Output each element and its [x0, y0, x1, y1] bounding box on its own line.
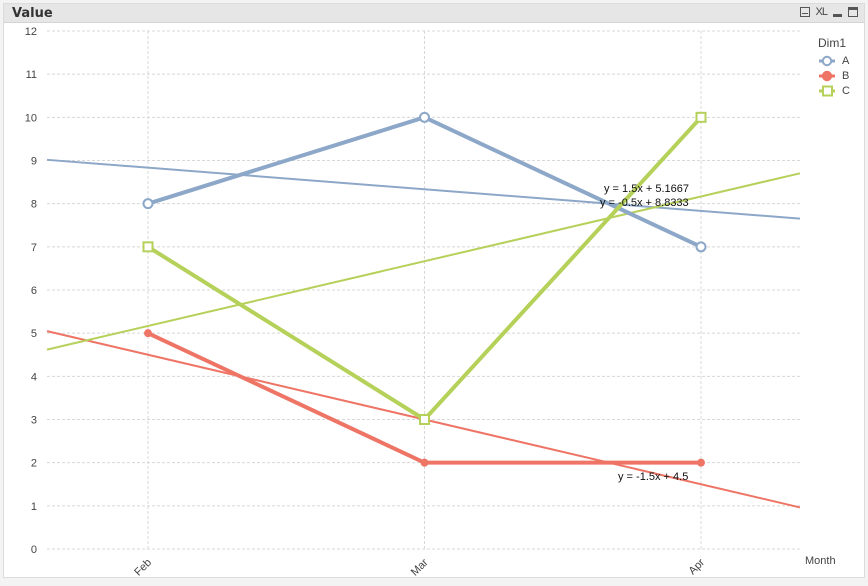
trendline-equation-label: y = -0.5x + 8.8333 — [600, 197, 689, 209]
legend-item-b[interactable]: B — [818, 68, 850, 83]
y-tick-label: 9 — [31, 156, 37, 168]
circle-marker-icon — [819, 55, 835, 66]
x-axis-label: Month — [805, 555, 836, 567]
data-point-marker[interactable] — [697, 458, 705, 467]
y-tick-label: 6 — [31, 285, 37, 297]
data-point-marker[interactable] — [420, 458, 429, 467]
trendline-equation-label: y = -1.5x + 4.5 — [618, 471, 688, 483]
maximize-icon[interactable] — [848, 7, 858, 17]
excel-export-icon[interactable]: XL — [815, 6, 829, 18]
chart-window: Value XL — [3, 3, 865, 578]
data-point-marker[interactable] — [142, 241, 154, 253]
y-tick-label: 3 — [31, 415, 37, 427]
legend-item-a[interactable]: A — [818, 53, 850, 68]
square-marker-icon — [819, 85, 835, 96]
y-tick-label: 5 — [31, 328, 37, 340]
caption-icons: XL — [799, 6, 858, 18]
print-icon[interactable] — [799, 7, 810, 17]
trendline-equation-label: y = 1.5x + 5.1667 — [604, 183, 689, 195]
y-tick-label: 2 — [31, 458, 37, 470]
legend-label: C — [842, 84, 850, 97]
circle-marker-icon — [819, 70, 835, 81]
legend-item-c[interactable]: C — [818, 83, 850, 98]
y-tick-label: 12 — [25, 26, 37, 38]
data-point-marker[interactable] — [419, 111, 430, 123]
x-tick-label: Mar — [409, 556, 431, 578]
data-point-marker[interactable] — [695, 241, 707, 253]
minimize-icon[interactable] — [833, 13, 842, 17]
legend-label: A — [842, 54, 850, 67]
x-tick-label: Apr — [687, 556, 708, 577]
data-point-marker[interactable] — [419, 414, 430, 425]
caption-bar[interactable]: Value XL — [4, 4, 864, 23]
data-point-marker[interactable] — [142, 198, 154, 210]
x-tick-label: Feb — [132, 557, 154, 579]
y-tick-label: 1 — [31, 501, 37, 513]
y-tick-label: 4 — [31, 371, 37, 383]
trendline-c — [46, 172, 801, 351]
y-tick-label: 0 — [31, 544, 37, 556]
legend-label: B — [842, 69, 850, 82]
y-tick-label: 8 — [31, 199, 37, 211]
y-tick-label: 10 — [25, 112, 37, 124]
trendline-a — [46, 158, 801, 220]
chart-title: Value — [12, 6, 53, 21]
data-point-marker[interactable] — [144, 329, 152, 338]
y-tick-label: 11 — [26, 69, 37, 81]
legend-title: Dim1 — [818, 36, 847, 50]
y-tick-label: 7 — [31, 242, 37, 254]
data-point-marker[interactable] — [695, 111, 707, 123]
